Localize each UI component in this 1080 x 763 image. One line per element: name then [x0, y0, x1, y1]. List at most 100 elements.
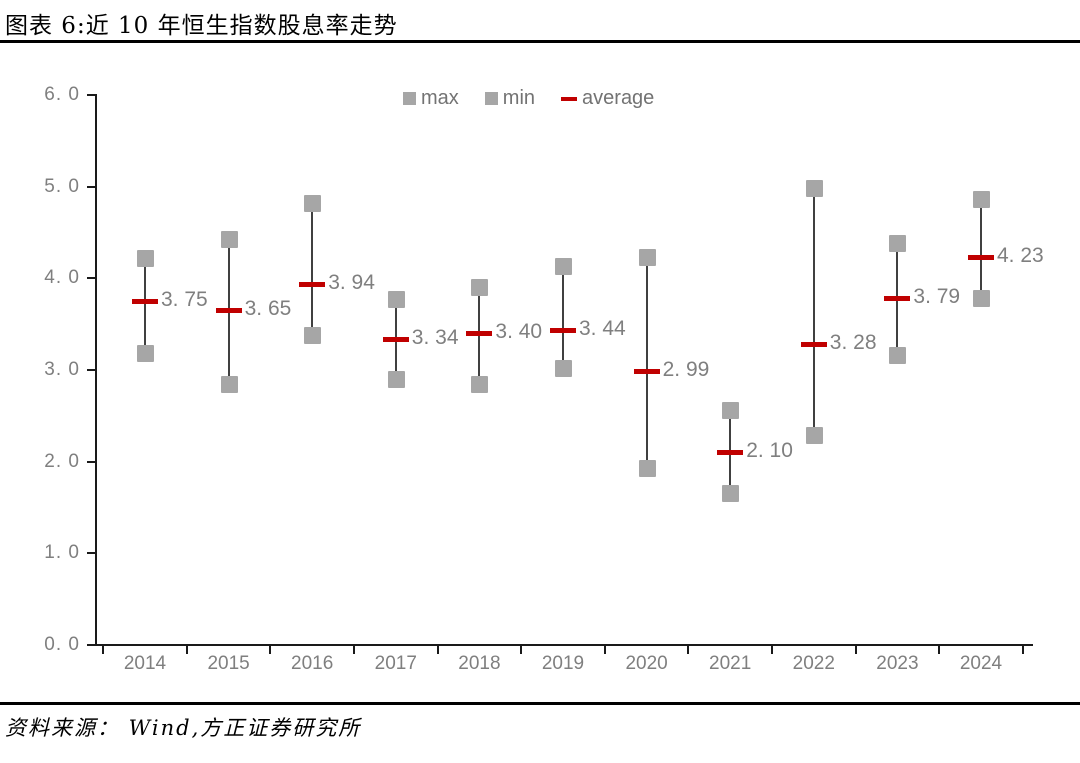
- range-line: [645, 257, 648, 469]
- max-marker: [471, 279, 489, 297]
- x-year-label: 2014: [123, 653, 167, 674]
- range-line: [562, 266, 564, 369]
- x-year-label: 2018: [458, 653, 501, 674]
- x-year-label: 2023: [876, 653, 919, 674]
- legend-item-min: min: [484, 87, 535, 110]
- y-tick: [87, 644, 95, 646]
- max-marker: [387, 291, 405, 309]
- min-square-icon: [484, 92, 498, 105]
- chart-legend: max min average: [403, 87, 654, 110]
- max-marker: [137, 250, 154, 268]
- max-marker: [889, 234, 907, 252]
- y-tick-label: 6. 0: [44, 83, 80, 105]
- title-divider: [0, 40, 1080, 43]
- y-tick-label: 4. 0: [44, 267, 80, 289]
- min-marker: [304, 327, 322, 345]
- range-line: [144, 258, 146, 354]
- y-tick: [87, 277, 95, 280]
- range-line: [311, 203, 314, 336]
- average-marker: [800, 342, 827, 348]
- average-value-label: 3. 65: [244, 297, 292, 321]
- y-tick: [87, 552, 95, 555]
- min-marker: [973, 289, 990, 307]
- x-year-label: 2024: [959, 653, 1003, 674]
- average-value-label: 3. 94: [328, 270, 375, 294]
- legend-label: average: [582, 87, 655, 109]
- y-tick: [87, 460, 95, 463]
- average-marker: [550, 327, 576, 333]
- average-marker: [382, 336, 409, 342]
- min-marker: [137, 345, 154, 363]
- x-year-label: 2020: [625, 653, 668, 674]
- x-year-label: 2016: [291, 653, 334, 674]
- legend-label: max: [421, 87, 459, 109]
- average-marker: [466, 331, 493, 337]
- min-marker: [638, 460, 656, 478]
- average-value-label: 3. 28: [829, 331, 877, 355]
- max-marker: [555, 258, 572, 276]
- source-note: 资料来源： Wind,方正证券研究所: [5, 716, 362, 740]
- average-marker: [633, 368, 660, 374]
- x-axis-line: [95, 644, 1033, 646]
- min-marker: [722, 484, 740, 502]
- max-marker: [973, 191, 990, 209]
- average-marker: [299, 281, 326, 287]
- y-tick: [87, 368, 95, 371]
- x-year-label: 2019: [541, 653, 585, 674]
- y-tick-label: 2. 0: [44, 450, 80, 472]
- max-marker: [722, 402, 740, 420]
- min-marker: [471, 375, 489, 393]
- average-value-label: 3. 40: [495, 320, 543, 344]
- min-marker: [387, 371, 405, 389]
- x-tick: [771, 646, 773, 654]
- average-value-label: 4. 23: [997, 244, 1044, 268]
- average-marker: [884, 295, 911, 301]
- max-square-icon: [403, 92, 416, 105]
- x-tick: [102, 646, 105, 654]
- average-value-label: 2. 99: [662, 357, 710, 381]
- x-tick: [520, 646, 523, 654]
- y-tick-label: 1. 0: [44, 542, 80, 564]
- min-marker: [555, 360, 572, 378]
- average-marker: [132, 299, 158, 305]
- x-tick: [269, 646, 272, 654]
- average-value-label: 2. 10: [746, 439, 793, 463]
- max-marker: [805, 179, 823, 197]
- x-tick: [687, 646, 690, 654]
- average-value-label: 3. 34: [411, 325, 459, 349]
- figure-title: 图表 6:近 10 年恒生指数股息率走势: [5, 13, 398, 39]
- y-axis-line: [95, 94, 97, 646]
- x-tick: [353, 646, 355, 654]
- x-year-label: 2022: [792, 653, 835, 674]
- x-year-label: 2017: [374, 653, 417, 674]
- average-value-label: 3. 79: [913, 284, 961, 308]
- range-line: [812, 187, 815, 436]
- y-tick: [87, 185, 95, 188]
- source-divider: [0, 702, 1080, 705]
- max-marker: [638, 249, 656, 267]
- x-tick: [938, 646, 941, 654]
- min-marker: [220, 375, 238, 393]
- average-value-label: 3. 44: [579, 316, 626, 340]
- y-tick-label: 5. 0: [44, 175, 80, 197]
- max-marker: [304, 195, 322, 213]
- x-tick: [854, 646, 857, 654]
- x-year-label: 2021: [709, 653, 752, 674]
- x-tick: [185, 646, 188, 654]
- min-marker: [805, 427, 823, 445]
- x-tick: [1021, 646, 1024, 654]
- min-marker: [889, 347, 907, 365]
- legend-item-average: average: [561, 87, 654, 110]
- x-tick: [436, 646, 439, 654]
- x-year-label: 2015: [207, 653, 250, 674]
- average-marker: [717, 450, 744, 456]
- y-tick-label: 0. 0: [44, 634, 80, 655]
- x-tick: [603, 646, 606, 654]
- average-marker: [215, 308, 242, 314]
- average-dash-icon: [561, 96, 578, 101]
- range-line: [980, 199, 982, 298]
- average-value-label: 3. 75: [161, 288, 208, 312]
- y-tick: [87, 93, 95, 96]
- max-marker: [220, 230, 238, 248]
